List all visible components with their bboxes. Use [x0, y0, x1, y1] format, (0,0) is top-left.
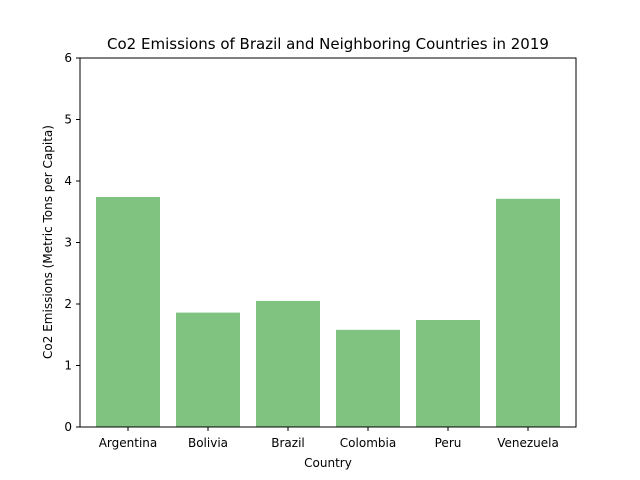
bar-brazil	[256, 300, 320, 427]
chart-title: Co2 Emissions of Brazil and Neighboring …	[107, 35, 549, 53]
x-axis-label: Country	[304, 456, 352, 470]
y-axis: 0 1 2 3 4 5 6	[64, 51, 80, 434]
x-tick-label: Venezuela	[497, 436, 559, 450]
x-tick-label: Argentina	[99, 436, 158, 450]
x-tick-label: Bolivia	[188, 436, 228, 450]
bar-bolivia	[176, 312, 240, 427]
bars-group	[96, 196, 560, 427]
x-tick-label: Brazil	[271, 436, 305, 450]
y-tick-label: 6	[64, 51, 72, 65]
y-axis-label: Co2 Emissions (Metric Tons per Capita)	[41, 125, 55, 359]
x-tick-label: Peru	[435, 436, 462, 450]
bar-colombia	[336, 329, 400, 427]
y-tick-label: 2	[64, 297, 72, 311]
bar-venezuela	[496, 198, 560, 427]
y-tick-label: 3	[64, 236, 72, 250]
y-tick-label: 1	[64, 359, 72, 373]
x-axis: Argentina Bolivia Brazil Colombia Peru Venezu…	[99, 427, 559, 450]
y-tick-label: 0	[64, 420, 72, 434]
bar-argentina	[96, 196, 160, 427]
y-tick-label: 5	[64, 113, 72, 127]
bar-peru	[416, 319, 480, 427]
y-tick-label: 4	[64, 174, 72, 188]
x-tick-label: Colombia	[340, 436, 396, 450]
